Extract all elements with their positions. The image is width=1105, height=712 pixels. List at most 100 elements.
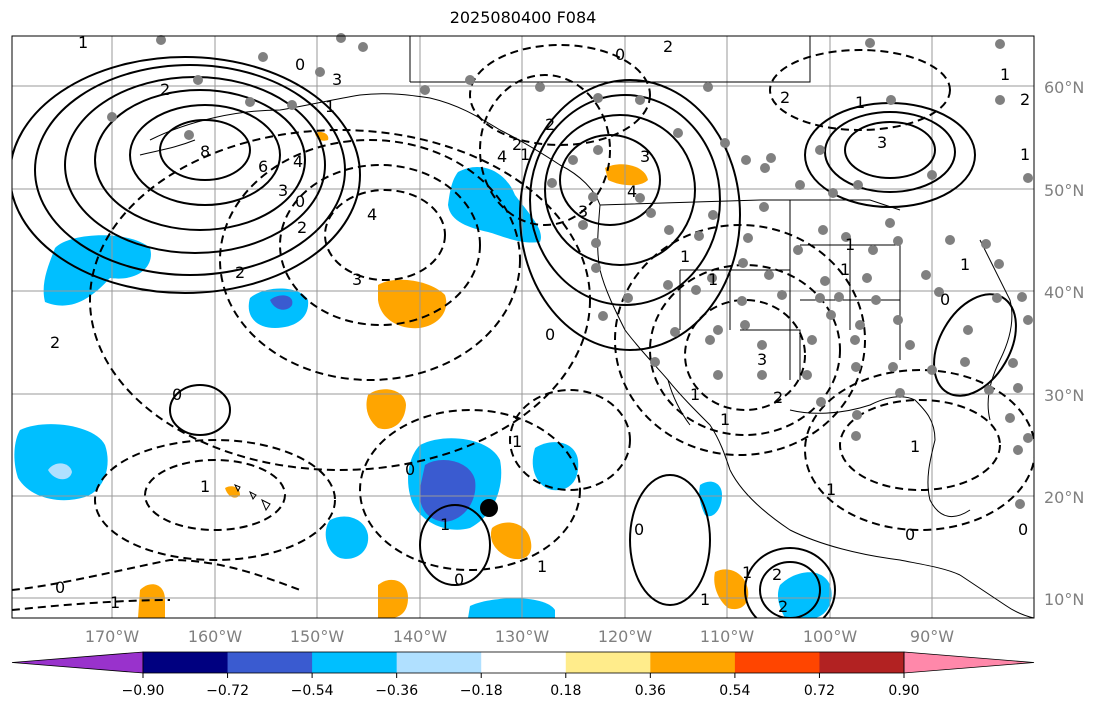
contour-label: 3 [278, 181, 288, 200]
latitude-labels: 60°N 50°N 40°N 30°N 20°N 10°N [1044, 78, 1084, 609]
contour-label: 1 [78, 33, 88, 52]
colorbar-outline [142, 651, 905, 674]
colorbar-segment [143, 652, 229, 673]
shade-orange-7 [714, 569, 749, 610]
contour-label: 0 [615, 45, 625, 64]
contour-label: 0 [1018, 520, 1028, 539]
contour-label: 0 [634, 520, 644, 539]
contour-label: 2 [778, 597, 788, 616]
contour-label: 2 [160, 80, 170, 99]
shade-orange-2 [366, 389, 406, 430]
contour-label: 1 [537, 557, 547, 576]
shade-blue-4 [14, 424, 108, 501]
contour-label: 6 [258, 157, 268, 176]
contour-label: 1 [440, 515, 450, 534]
colorbar-tick-label: −0.18 [460, 683, 503, 699]
contour-label: 1 [960, 255, 970, 274]
shade-light-4 [48, 463, 72, 480]
colorbar-segment [481, 652, 567, 673]
contour-label: 2 [780, 88, 790, 107]
shaded-anomaly-layer [14, 131, 832, 618]
lat-label: 30°N [1044, 386, 1084, 405]
colorbar-tick-label: −0.72 [206, 683, 249, 699]
colorbar-tick-label: −0.90 [122, 683, 165, 699]
contour-label: 0 [55, 578, 65, 597]
contour-label: 1 [826, 480, 836, 499]
contours-negative [12, 44, 1034, 611]
lat-label: 20°N [1044, 488, 1084, 507]
colorbar-segment [565, 652, 651, 673]
lat-label: 50°N [1044, 181, 1084, 200]
contour-label: 1 [910, 437, 920, 456]
lon-label: 90°W [910, 627, 954, 646]
contour-label: 1 [855, 93, 865, 112]
colorbar-min-arrow [11, 651, 144, 674]
shade-blue-1 [43, 235, 151, 306]
contour-label: 2 [512, 135, 522, 154]
contour-label: 1 [680, 247, 690, 266]
contour-label: 2 [773, 388, 783, 407]
contour-label: 1 [1000, 65, 1010, 84]
shade-orange-8 [225, 486, 240, 498]
contour-label: 1 [512, 432, 522, 451]
lat-label: 40°N [1044, 283, 1084, 302]
contour-label: 2 [663, 37, 673, 56]
contour-label: 0 [545, 325, 555, 344]
contour-label: 0 [905, 525, 915, 544]
contour-label: 2 [1020, 90, 1030, 109]
contour-label: 4 [293, 152, 303, 171]
lon-label: 110°W [700, 627, 755, 646]
shade-blue-7 [325, 516, 369, 559]
shade-blue-2 [448, 166, 541, 243]
contour-label: 3 [332, 70, 342, 89]
colorbar-tick-label: −0.36 [375, 683, 418, 699]
lon-label: 150°W [290, 627, 345, 646]
contour-label: 1 [840, 260, 850, 279]
colorbar-segment [227, 652, 313, 673]
contour-label: 8 [200, 142, 210, 161]
lat-label: 60°N [1044, 78, 1084, 97]
contour-label: 1 [690, 385, 700, 404]
central-america [959, 574, 1034, 618]
aleutians [139, 139, 196, 156]
shade-orange-5 [378, 579, 408, 618]
colorbar-segment [650, 652, 736, 673]
shade-blue-8 [468, 598, 555, 618]
contour-label: 0 [940, 290, 950, 309]
shade-navy-3 [270, 295, 293, 310]
contour-label: 2 [297, 218, 307, 237]
contour-label: 3 [578, 202, 588, 221]
alaska-coast [149, 93, 601, 206]
contour-label: 1 [720, 410, 730, 429]
mexico-west [729, 469, 961, 576]
shade-blue-6 [532, 442, 579, 491]
contour-label: 1 [1020, 145, 1030, 164]
contour-label: 1 [200, 477, 210, 496]
graticule [12, 36, 1034, 618]
baja [667, 379, 691, 426]
shade-orange-1 [378, 279, 447, 329]
longitude-labels: 170°W 160°W 150°W 140°W 130°W 120°W 110°… [85, 627, 954, 646]
contour-label: 0 [295, 55, 305, 74]
contour-label: 0 [295, 192, 305, 211]
colorbar-tick-label: 0.36 [635, 683, 666, 699]
contour-label: 0 [454, 570, 464, 589]
contour-label: 2 [772, 565, 782, 584]
contour-label: 1 [325, 97, 335, 116]
contour-label: 0 [405, 460, 415, 479]
colorbar-segment [396, 652, 482, 673]
contour-label: 4 [497, 147, 507, 166]
contour-label: 3 [757, 350, 767, 369]
shade-orange-4 [605, 164, 648, 186]
lon-label: 120°W [598, 627, 653, 646]
colorbar-max-arrow [903, 651, 1035, 674]
lon-label: 140°W [393, 627, 448, 646]
contour-label: 4 [627, 182, 637, 201]
colorbar-segment [734, 652, 820, 673]
shade-blue-9 [777, 572, 832, 618]
contour-label: 3 [352, 270, 362, 289]
colorbar-tick-label: 0.18 [550, 683, 581, 699]
lon-label: 100°W [803, 627, 858, 646]
shade-orange-6 [138, 584, 165, 618]
